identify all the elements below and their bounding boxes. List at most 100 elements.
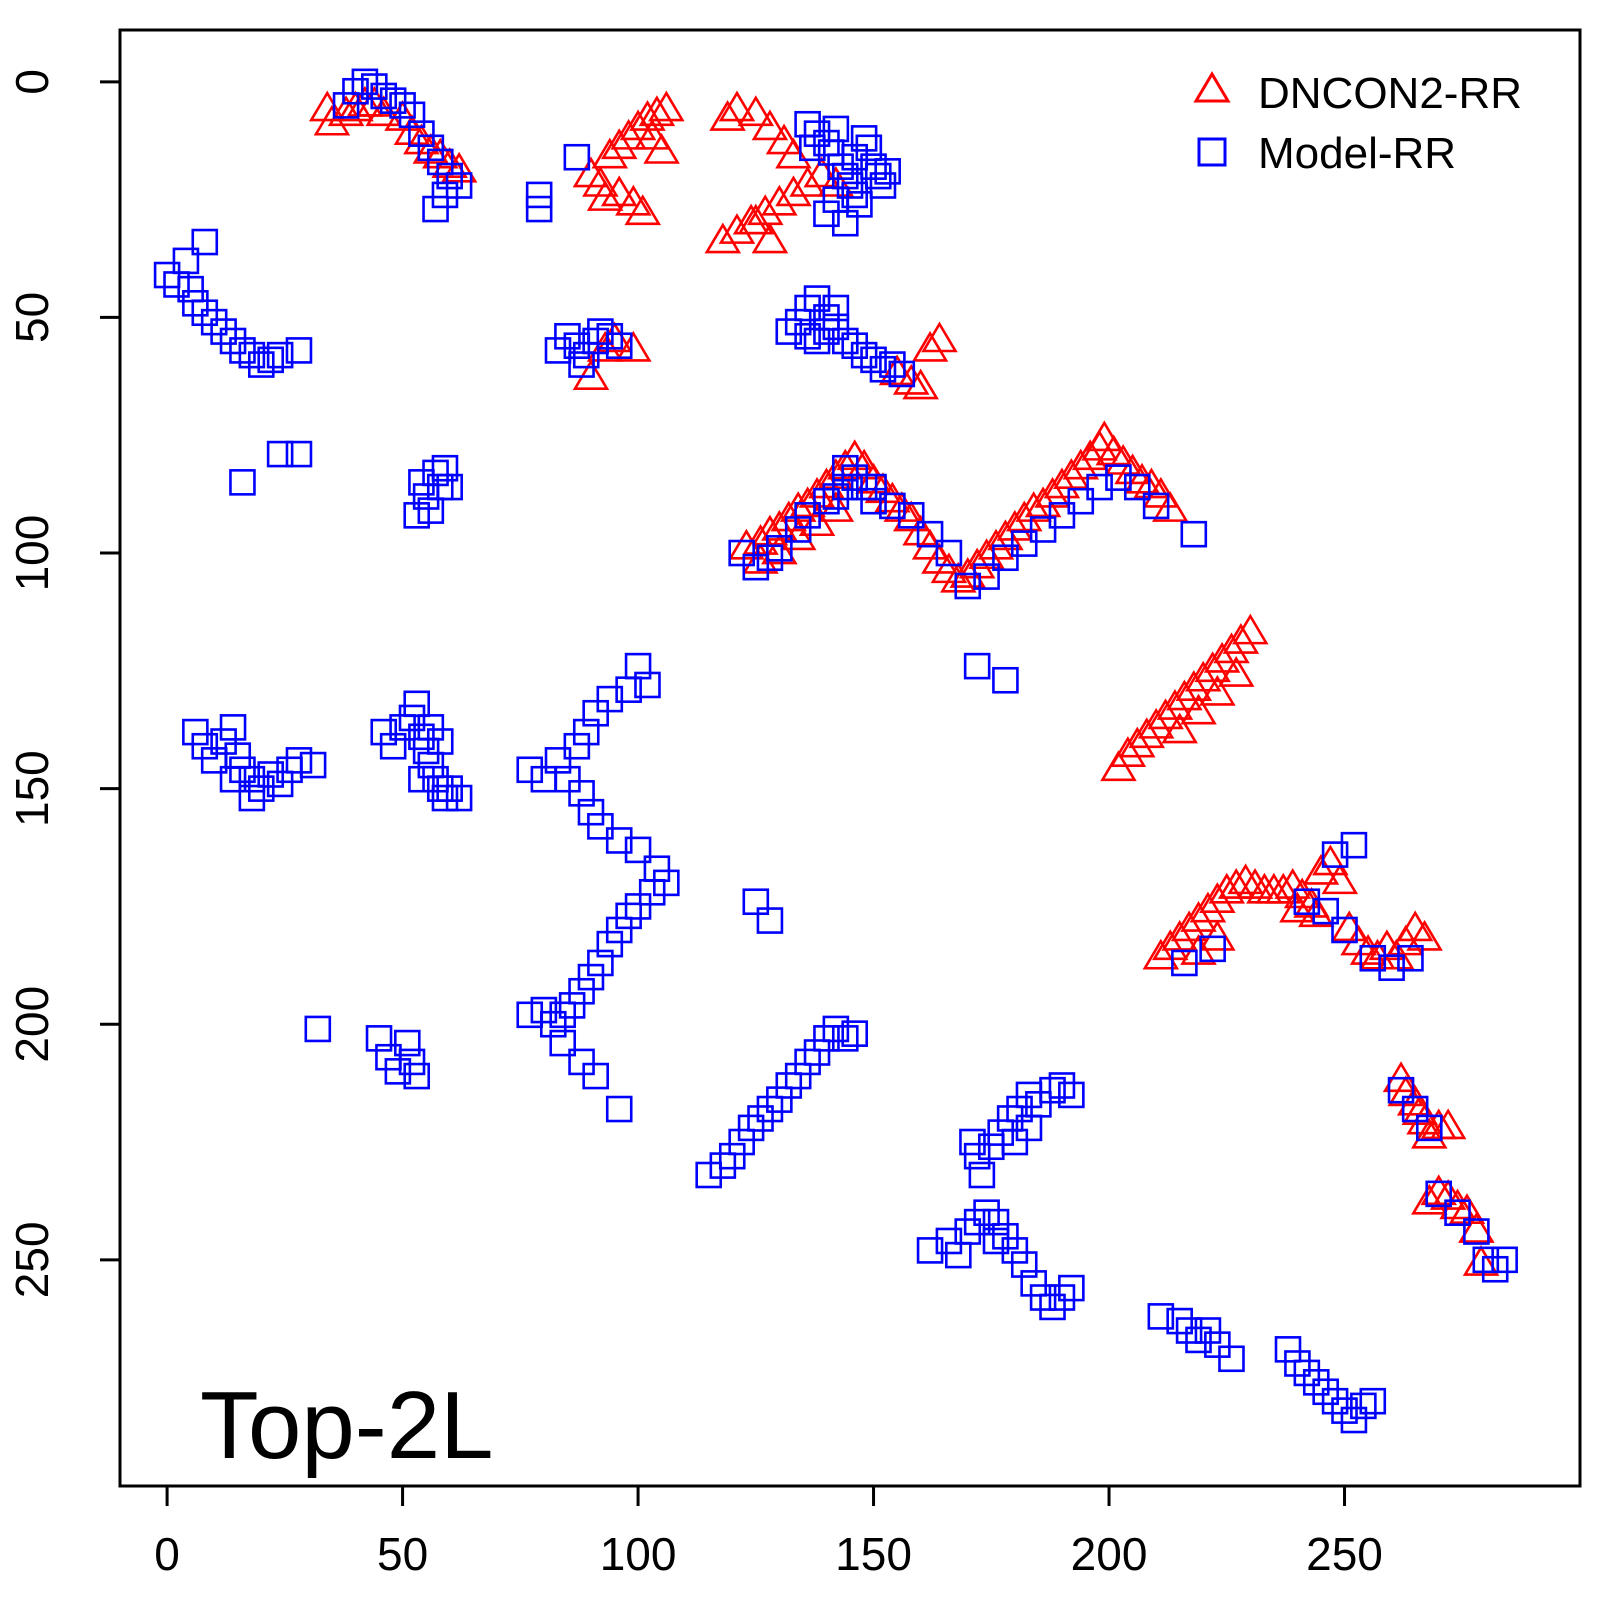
- dncon2-rr-point-93: [1086, 420, 1123, 452]
- model-rr-point-150: [431, 784, 459, 812]
- model-rr-point-20: [813, 129, 840, 157]
- model-rr-point-68: [563, 332, 591, 360]
- dncon2-rr-point-87: [1034, 476, 1071, 508]
- model-rr-point-244: [1058, 1274, 1085, 1302]
- model-rr-point-167: [605, 827, 633, 854]
- model-rr-point-85: [869, 355, 897, 383]
- dncon2-rr-point-132: [1208, 872, 1246, 904]
- model-rr-point-75: [775, 318, 803, 345]
- dncon2-rr-point-157: [1297, 896, 1335, 928]
- model-rr-point-66: [544, 337, 572, 364]
- dncon2-rr-point-109: [1128, 717, 1165, 749]
- dncon2-rr-point-41: [789, 165, 826, 197]
- model-rr-point-120: [963, 652, 991, 680]
- model-rr-point-259: [1331, 1397, 1358, 1424]
- model-rr-point-280: [1481, 1255, 1509, 1283]
- dncon2-rr-point-83: [996, 509, 1034, 541]
- model-rr-point-141: [379, 732, 407, 760]
- model-rr-point-173: [653, 869, 680, 897]
- model-rr-point-187: [549, 1029, 577, 1057]
- model-rr-point-237: [992, 1222, 1019, 1250]
- dncon2-rr-point-163: [1411, 1117, 1448, 1149]
- model-rr-point-53: [266, 341, 294, 369]
- model-rr-point-246: [1147, 1303, 1175, 1330]
- model-rr-point-48: [219, 327, 247, 355]
- model-rr-point-185: [530, 996, 558, 1024]
- model-rr-point-227: [1058, 1081, 1085, 1109]
- model-rr-point-13: [422, 195, 449, 223]
- dncon2-rr-point-73: [902, 514, 939, 546]
- dncon2-rr-point-16: [591, 137, 629, 169]
- model-rr-point-99: [822, 483, 850, 510]
- dncon2-rr-point-138: [1265, 872, 1302, 904]
- model-rr-point-148: [422, 765, 449, 793]
- model-rr-point-8: [408, 120, 435, 147]
- dncon2-rr-point-28: [643, 132, 680, 164]
- model-rr-point-114: [1067, 487, 1095, 515]
- points-layer: [153, 68, 1518, 1434]
- model-rr-point-127: [210, 728, 237, 755]
- model-rr-point-236: [982, 1208, 1010, 1236]
- model-rr-point-113: [1048, 502, 1076, 529]
- dncon2-rr-point-26: [624, 194, 662, 226]
- model-rr-point-225: [1039, 1076, 1066, 1104]
- legend: DNCON2-RR Model-RR: [1193, 69, 1522, 178]
- chart-annotation: Top-2L: [200, 1372, 494, 1479]
- model-rr-point-88: [794, 294, 821, 322]
- model-rr-point-25: [836, 172, 864, 199]
- model-rr-point-29: [841, 143, 869, 171]
- model-rr-point-73: [605, 332, 633, 360]
- model-rr-point-263: [1321, 841, 1349, 868]
- model-rr-point-197: [393, 1029, 421, 1057]
- model-rr-point-82: [841, 332, 869, 360]
- model-rr-point-165: [587, 813, 614, 840]
- model-rr-point-103: [860, 487, 887, 515]
- model-rr-point-264: [1340, 831, 1368, 859]
- model-rr-point-245: [982, 1227, 1010, 1255]
- model-rr-point-134: [266, 770, 294, 798]
- dncon2-rr-point-29: [709, 99, 746, 131]
- model-rr-point-214: [831, 1025, 859, 1052]
- y-tick-label-250: 250: [6, 1221, 58, 1298]
- model-rr-point-109: [973, 563, 1000, 590]
- legend-label-model-rr: Model-RR: [1258, 129, 1456, 178]
- model-rr-point-89: [803, 285, 831, 312]
- dncon2-rr-point-110: [1137, 707, 1175, 739]
- dncon2-rr-point-117: [1203, 641, 1241, 673]
- model-rr-point-198: [398, 1048, 426, 1076]
- model-rr-point-6: [389, 92, 416, 119]
- dncon2-rr-point-53: [911, 330, 949, 362]
- x-tick-label-200: 200: [1071, 1528, 1148, 1580]
- dncon2-rr-point-120: [1232, 613, 1269, 645]
- dncon2-rr-point-24: [600, 175, 638, 207]
- model-rr-point-279: [1472, 1246, 1500, 1274]
- model-rr-point-107: [935, 539, 963, 567]
- model-rr-point-270: [1397, 944, 1424, 972]
- model-rr-point-273: [1387, 1076, 1415, 1104]
- model-rr-point-45: [191, 299, 219, 327]
- dncon2-rr-point-167: [1420, 1174, 1457, 1206]
- model-rr-point-140: [370, 718, 398, 746]
- model-rr-point-152: [445, 784, 473, 812]
- model-rr-point-159: [554, 765, 581, 793]
- model-rr-point-16: [525, 181, 553, 209]
- dncon2-rr-point-32: [751, 109, 789, 141]
- model-rr-point-209: [784, 1062, 812, 1090]
- model-rr-point-192: [756, 907, 784, 934]
- model-rr-point-46: [200, 308, 228, 336]
- model-rr-point-176: [615, 902, 642, 930]
- model-rr-point-155: [408, 765, 435, 793]
- model-rr-point-54: [285, 337, 313, 364]
- model-rr-point-229: [1001, 1128, 1029, 1156]
- model-rr-point-137: [299, 751, 327, 779]
- model-rr-point-188: [568, 1048, 595, 1076]
- dncon2-rr-point-156: [1279, 891, 1316, 923]
- model-rr-point-58: [408, 469, 435, 496]
- model-rr-point-151: [436, 775, 463, 802]
- model-rr-point-252: [1218, 1345, 1245, 1373]
- dncon2-rr-point-54: [921, 321, 958, 353]
- model-rr-point-271: [1199, 935, 1226, 963]
- model-rr-point-112: [1029, 516, 1057, 543]
- model-rr-point-108: [954, 572, 982, 600]
- model-rr-point-207: [766, 1086, 793, 1113]
